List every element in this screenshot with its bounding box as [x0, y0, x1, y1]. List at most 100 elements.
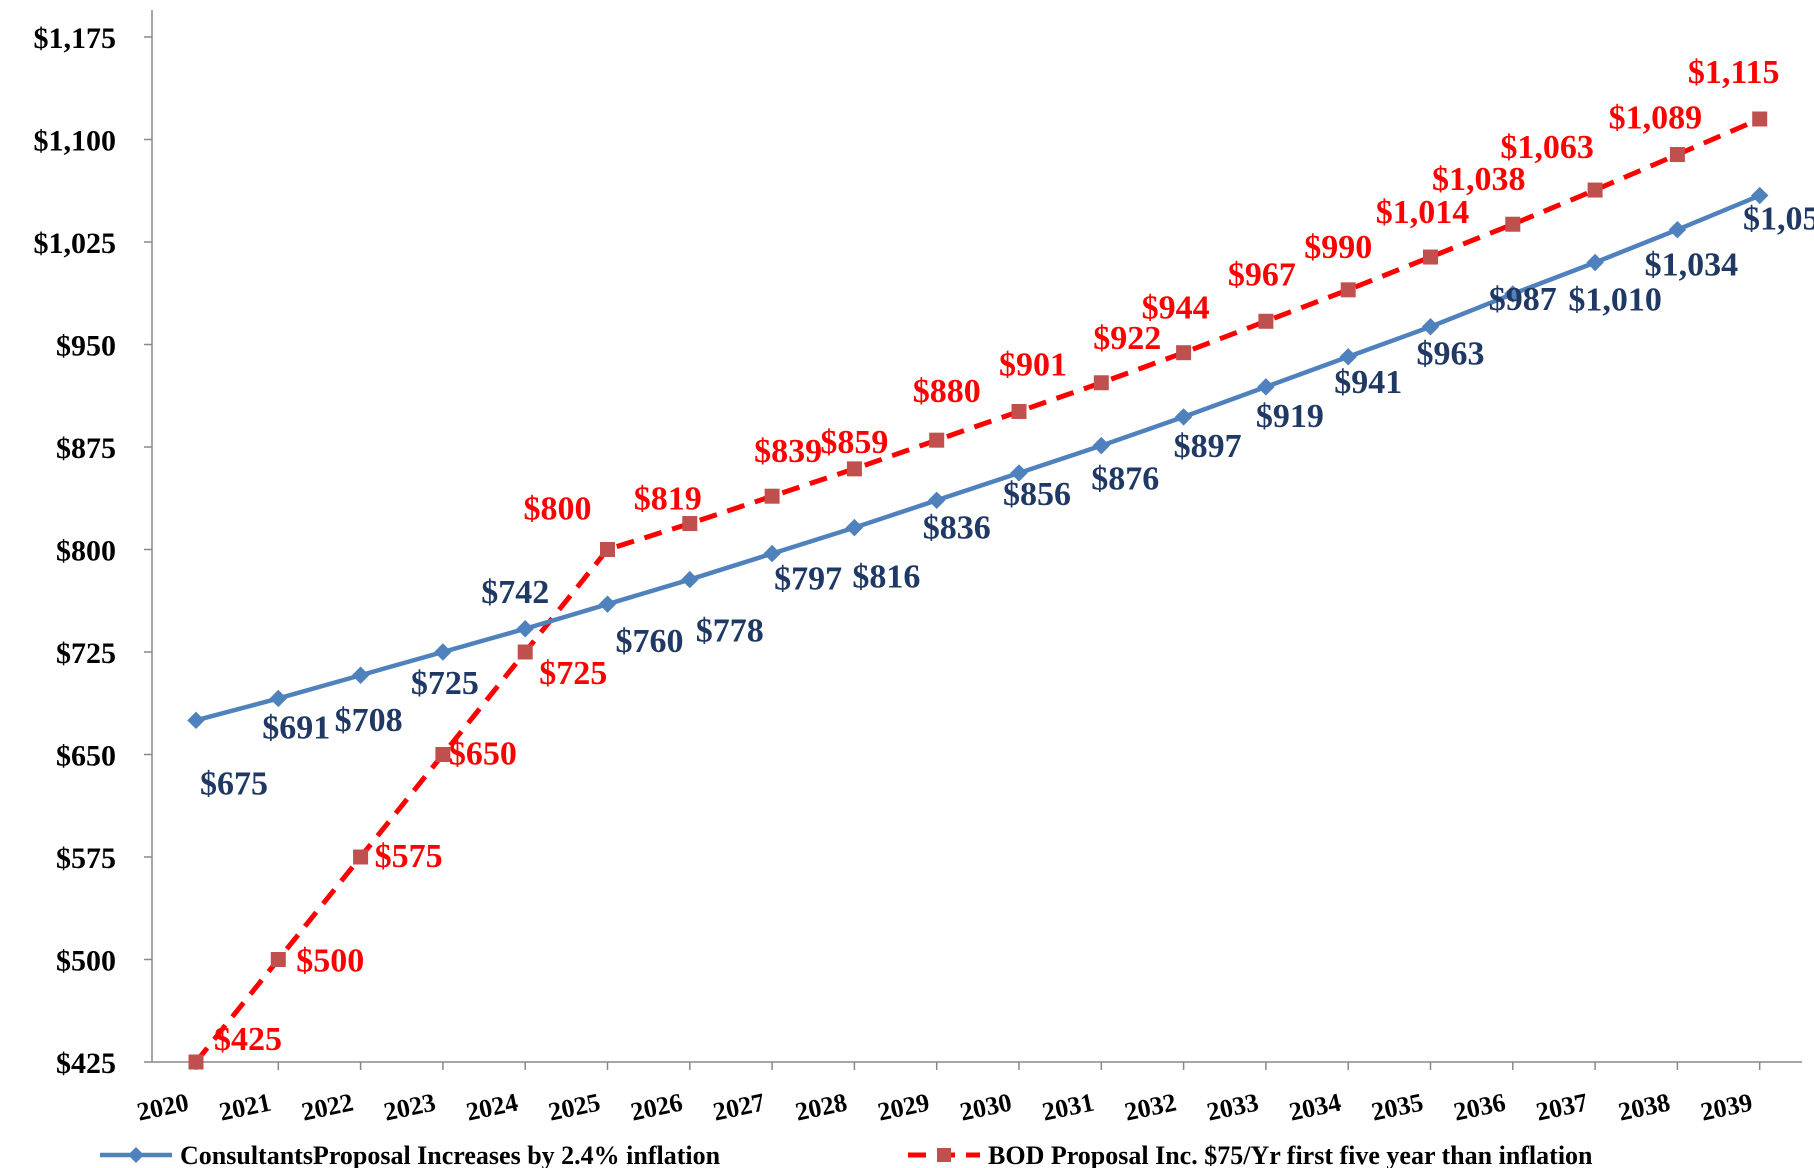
point-marker-consultants	[1668, 220, 1687, 239]
y-axis: $425 $500 $575 $650 $725 $800 $875 $950 $1,025 $1…	[34, 10, 153, 1080]
data-label-bod: $1,089	[1609, 100, 1703, 137]
data-label-bod: $819	[634, 481, 702, 518]
x-tick-label: 2035	[1369, 1088, 1426, 1127]
data-label-consultants: $797	[774, 561, 842, 598]
data-label-consultants: $1,010	[1568, 282, 1662, 319]
x-tick-label: 2026	[628, 1088, 685, 1127]
x-tick-label: 2034	[1287, 1088, 1344, 1127]
y-tick-label: $950	[56, 330, 116, 363]
point-marker-consultants	[1504, 285, 1522, 303]
point-marker-consultants	[927, 491, 946, 510]
point-marker-bod	[1011, 403, 1027, 419]
x-tick-label: 2039	[1698, 1088, 1755, 1127]
data-label-bod: $650	[449, 736, 517, 773]
x-tick-label: 2031	[1040, 1088, 1097, 1127]
data-label-bod: $725	[539, 655, 607, 692]
x-tick-label: 2028	[793, 1088, 850, 1127]
data-label-bod: $880	[913, 373, 981, 410]
x-tick-label: 2032	[1122, 1088, 1179, 1127]
data-label-bod: $800	[524, 491, 592, 528]
data-label-consultants: $675	[200, 765, 268, 802]
data-label-consultants: $876	[1091, 461, 1159, 498]
x-tick-label: 2023	[381, 1088, 438, 1127]
data-label-bod: $839	[754, 433, 822, 470]
data-label-consultants: $856	[1003, 476, 1071, 513]
point-marker-consultants	[763, 544, 781, 563]
data-label-bod: $425	[214, 1021, 282, 1058]
point-marker-bod	[600, 542, 615, 557]
point-marker-bod	[929, 432, 945, 448]
data-label-consultants: $963	[1417, 336, 1485, 373]
x-tick-label: 2037	[1533, 1088, 1590, 1127]
x-tick-label: 2027	[710, 1088, 767, 1127]
x-axis: 2020 2021 2022 2023 2024 2025 2026 2027 2028 2029…	[134, 1061, 1802, 1127]
point-marker-bod	[1587, 182, 1603, 198]
legend-marker-consultants	[128, 1147, 144, 1163]
y-tick-label: $575	[56, 842, 116, 875]
point-marker-bod	[1423, 249, 1438, 265]
data-label-consultants: $987	[1489, 281, 1557, 318]
series-line-bod	[194, 116, 1761, 1064]
data-label-consultants: $742	[481, 574, 549, 611]
data-label-consultants: $919	[1256, 398, 1324, 435]
data-label-consultants: $691	[262, 709, 330, 746]
data-label-bod: $990	[1304, 229, 1372, 266]
series-line-consultants	[195, 193, 1761, 723]
y-tick-label: $425	[56, 1047, 116, 1080]
data-label-consultants: $708	[335, 702, 403, 739]
legend: ConsultantsProposal Increases by 2.4% in…	[100, 1141, 1593, 1168]
point-marker-consultants	[1586, 253, 1604, 272]
data-label-bod: $500	[296, 943, 364, 980]
x-tick-label: 2036	[1451, 1088, 1508, 1127]
point-marker-consultants	[1750, 186, 1769, 205]
data-label-consultants: $760	[616, 623, 684, 660]
point-marker-consultants	[516, 620, 534, 638]
point-marker-consultants	[187, 711, 205, 730]
legend-label-bod: BOD Proposal Inc. $75/Yr first five year…	[988, 1141, 1593, 1168]
data-label-bod: $1,014	[1376, 194, 1470, 231]
point-marker-consultants	[1257, 378, 1275, 396]
x-tick-label: 2021	[217, 1088, 274, 1127]
y-tick-label: $650	[56, 740, 116, 773]
x-tick-label: 2033	[1204, 1088, 1261, 1127]
point-marker-consultants	[351, 666, 370, 684]
point-marker-consultants	[681, 570, 699, 589]
x-tick-label: 2029	[875, 1088, 932, 1127]
y-tick-label: $800	[56, 535, 116, 568]
y-tick-label: $1,175	[34, 22, 117, 55]
point-marker-bod	[435, 747, 451, 762]
data-label-bod: $944	[1142, 290, 1210, 327]
data-label-bod: $859	[820, 424, 888, 461]
y-tick-label: $1,025	[34, 227, 117, 260]
data-label-consultants: $778	[696, 613, 764, 650]
y-tick-label: $1,100	[34, 125, 117, 158]
data-label-bod: $901	[999, 346, 1067, 383]
x-tick-label: 2024	[464, 1088, 521, 1127]
data-label-bod: $575	[375, 838, 443, 875]
point-marker-bod	[517, 644, 533, 660]
data-label-bod: $1,063	[1500, 129, 1594, 166]
point-marker-bod	[682, 516, 698, 532]
point-marker-consultants	[1339, 348, 1357, 366]
point-marker-bod	[1669, 147, 1685, 163]
point-marker-consultants	[598, 595, 617, 613]
data-label-consultants: $725	[411, 665, 479, 702]
point-marker-consultants	[269, 689, 288, 708]
data-label-consultants: $816	[852, 559, 920, 596]
x-tick-label: 2020	[134, 1088, 191, 1127]
data-label-bod: $1,038	[1432, 161, 1526, 198]
point-marker-consultants	[434, 643, 452, 661]
data-label-consultants: $941	[1334, 364, 1402, 401]
data-labels-layer: $675$691 $708$725$742$760 $778$797 $816$836…	[200, 54, 1814, 1058]
point-marker-bod	[1505, 216, 1521, 232]
point-marker-bod	[1340, 282, 1356, 298]
point-marker-bod	[764, 488, 780, 504]
point-marker-bod	[1176, 345, 1192, 361]
point-marker-bod	[1258, 313, 1274, 329]
y-tick-label: $875	[56, 432, 116, 465]
point-marker-bod	[846, 461, 862, 477]
x-tick-label: 2022	[299, 1088, 356, 1127]
x-tick-label: 2030	[957, 1088, 1014, 1127]
point-marker-consultants	[1421, 318, 1440, 336]
